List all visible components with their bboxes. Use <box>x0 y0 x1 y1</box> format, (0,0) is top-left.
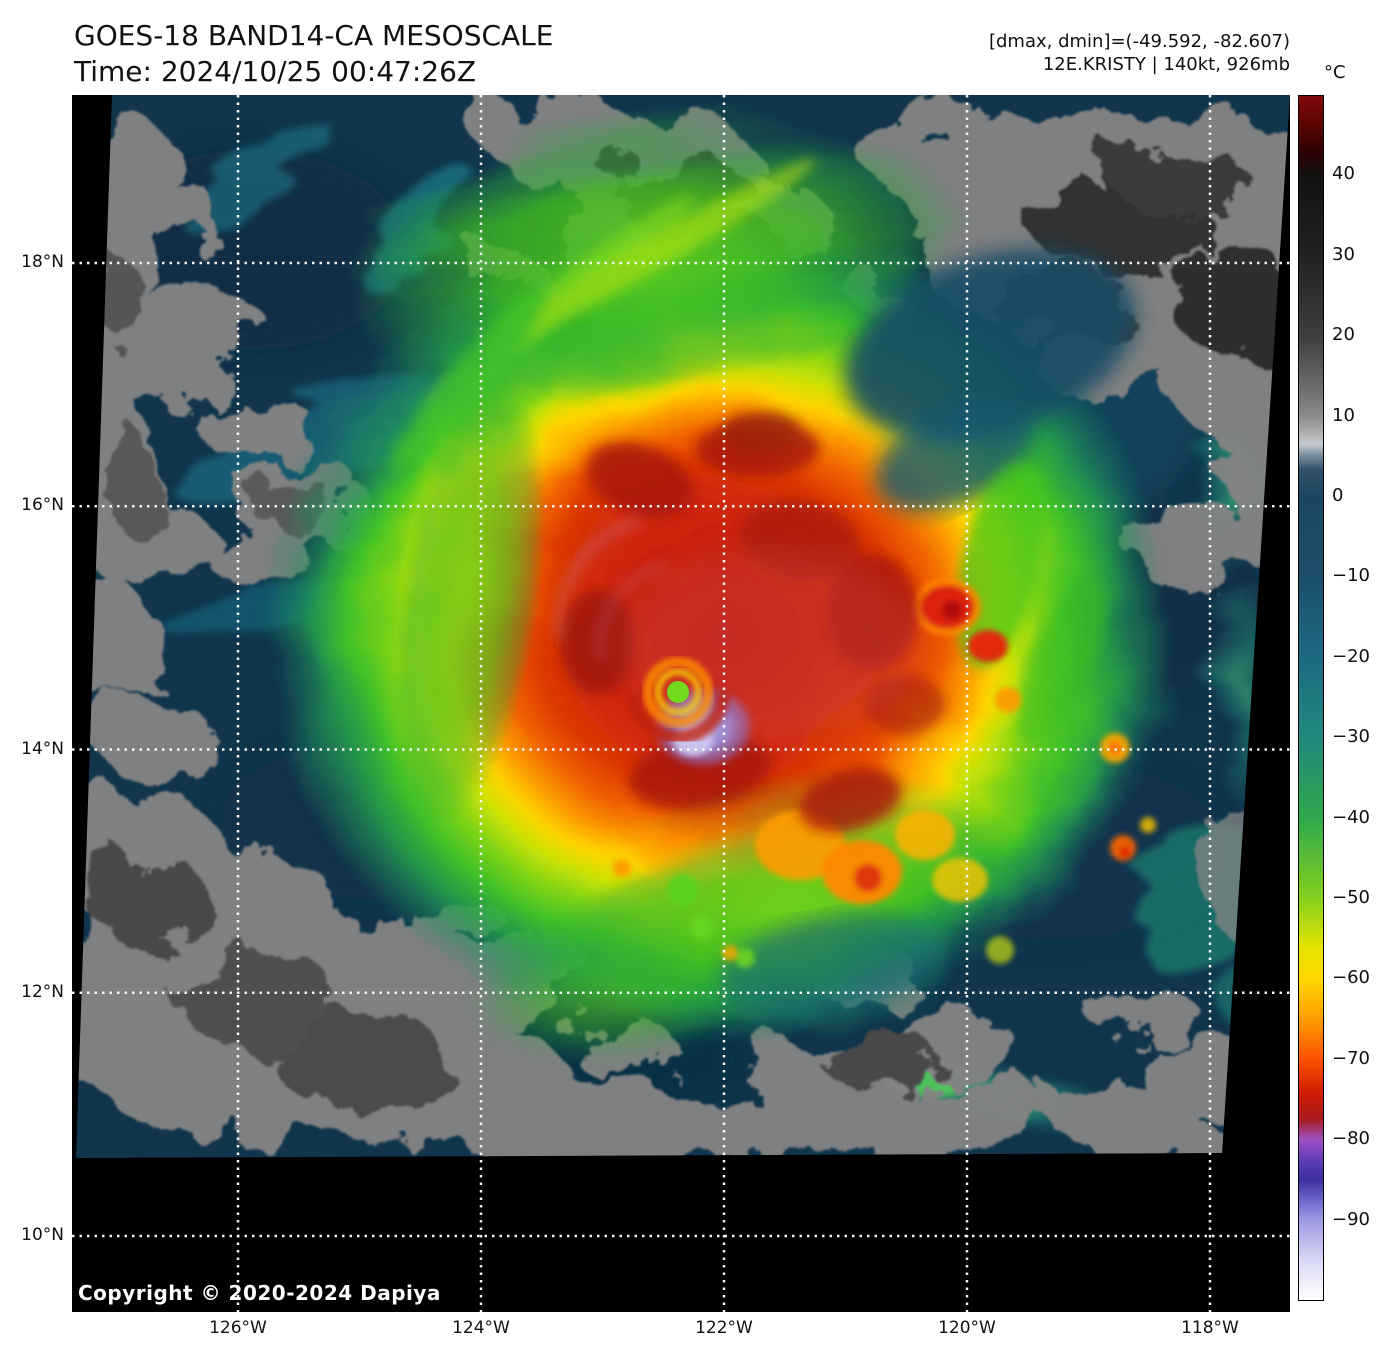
title-block: GOES-18 BAND14-CA MESOSCALE Time: 2024/1… <box>74 18 553 90</box>
info-block: [dmax, dmin]=(-49.592, -82.607) 12E.KRIS… <box>989 30 1290 76</box>
lat-tick-label: 16°N <box>21 495 64 516</box>
colorbar-tick-label: −10 <box>1332 565 1370 587</box>
lat-tick-label: 14°N <box>21 738 64 759</box>
colorbar <box>1298 95 1324 1301</box>
colorbar-tick-label: 0 <box>1332 485 1344 506</box>
data-region <box>76 95 1290 1158</box>
timestamp: Time: 2024/10/25 00:47:26Z <box>74 55 477 88</box>
lon-tick-label: 126°W <box>209 1318 267 1338</box>
storm-info: 12E.KRISTY | 140kt, 926mb <box>1042 54 1290 75</box>
storm-eye <box>626 657 730 744</box>
colorbar-tick-label: −90 <box>1332 1208 1370 1230</box>
dmax-dmin-readout: [dmax, dmin]=(-49.592, -82.607) <box>988 31 1290 52</box>
colorbar-tick-label: −30 <box>1332 726 1370 748</box>
lon-tick-label: 120°W <box>938 1318 996 1338</box>
colorbar-tick-label: −70 <box>1332 1047 1370 1069</box>
lat-tick-label: 12°N <box>21 981 64 1002</box>
colorbar-tick-label: −60 <box>1332 967 1370 989</box>
hurricane <box>265 113 1175 1060</box>
copyright-notice: Copyright © 2020-2024 Dapiya <box>78 1281 441 1305</box>
colorbar-tick-label: −50 <box>1332 887 1370 908</box>
colorbar-tick-label: −20 <box>1332 645 1370 667</box>
colorbar-tick-label: 30 <box>1332 243 1355 265</box>
colorbar-tick-label: 40 <box>1332 163 1355 185</box>
lon-tick-label: 124°W <box>452 1318 510 1338</box>
lon-tick-label: 118°W <box>1181 1318 1239 1338</box>
colorbar-tick-label: 20 <box>1332 324 1355 346</box>
colorbar-unit-label: °C <box>1324 62 1346 83</box>
colorbar-tick-label: 10 <box>1332 404 1355 426</box>
lat-tick-label: 18°N <box>21 252 64 272</box>
colorbar-tick-label: −40 <box>1332 806 1370 828</box>
lat-tick-label: 10°N <box>21 1225 64 1245</box>
colorbar-tick-label: −80 <box>1332 1128 1370 1150</box>
page-title: GOES-18 BAND14-CA MESOSCALE <box>74 19 554 52</box>
graticule <box>72 95 1290 1312</box>
lon-tick-label: 122°W <box>695 1318 753 1338</box>
